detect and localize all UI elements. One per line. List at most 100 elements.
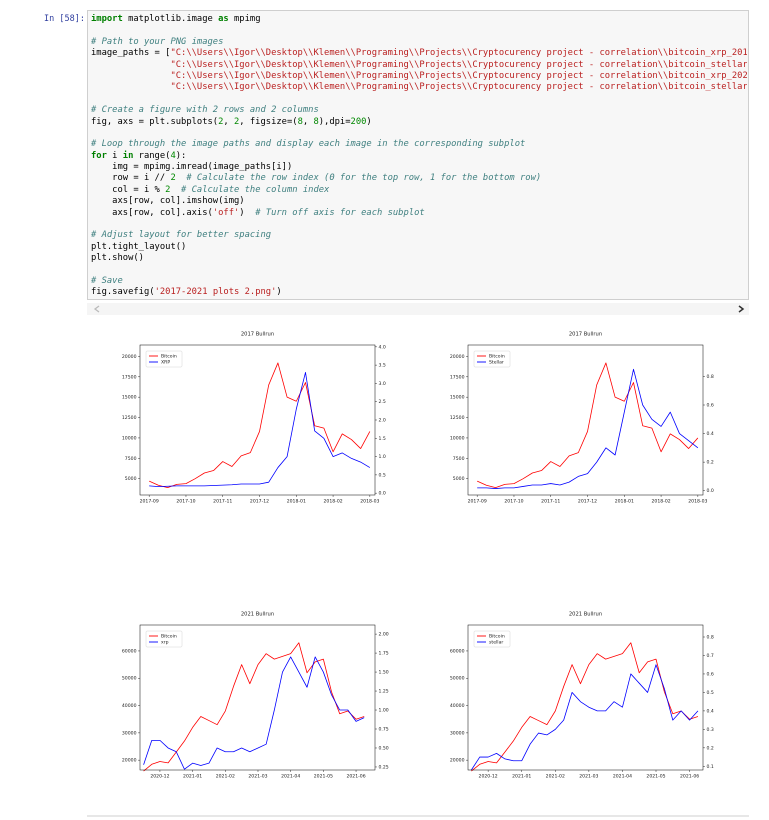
code-line: # Path to your PNG images [91, 37, 747, 48]
x-tick-label: 2018-02 [323, 499, 342, 505]
code-token: 8 [313, 116, 319, 127]
code-token: # Path to your PNG images [91, 36, 224, 47]
code-token: # Calculate the column index [181, 184, 330, 195]
code-line: # Adjust layout for better spacing [91, 230, 747, 241]
legend-label: Bitcoin [161, 354, 177, 360]
y2-tick-label: 0.4 [707, 431, 714, 437]
series-line [143, 656, 365, 770]
code-token: "C:\\Users\\Igor\\Desktop\\Klemen\\Progr… [170, 70, 747, 81]
legend-label: Bitcoin [489, 354, 505, 360]
plot-frame [139, 344, 376, 496]
y2-tick-label: 0.4 [707, 708, 714, 714]
code-line: row = i // 2 # Calculate the row index (… [91, 173, 542, 184]
series-line [143, 642, 365, 772]
y2-tick-label: 0.5 [379, 472, 386, 478]
code-token: 4 [170, 150, 176, 161]
x-tick-label: 2021-04 [613, 774, 632, 780]
y2-tick-label: 2.0 [379, 418, 386, 424]
plot-frame [139, 624, 376, 771]
legend-label: Bitcoin [161, 634, 177, 640]
code-line: plt.show() [91, 253, 144, 264]
y-tick-label: 20000 [450, 354, 465, 360]
chart: 2021 Bullrun 2020-12 2021-01 2021-02 2021-03… [122, 612, 389, 780]
y-tick-label: 50000 [122, 676, 137, 682]
y-tick-label: 15000 [450, 395, 465, 401]
code-line: axs[row, col].axis('off') # Turn off axi… [91, 207, 425, 218]
chart-title: 2017 Bullrun [241, 332, 274, 338]
code-line: # Loop through the image paths and displ… [91, 139, 747, 150]
legend-box [473, 630, 511, 648]
code-token: 2 [165, 184, 171, 195]
y-tick-label: 20000 [122, 758, 137, 764]
x-tick-label: 2017-10 [176, 499, 195, 505]
code-token: as [218, 14, 229, 24]
legend-box [473, 350, 511, 368]
y2-tick-label: 0.8 [707, 635, 714, 641]
code-line: # Save [91, 276, 747, 287]
code-token: in [122, 150, 134, 161]
code-line: axs[row, col].imshow(img) [91, 196, 245, 207]
y-tick-label: 17500 [122, 374, 137, 380]
code-line: "C:\\Users\\Igor\\Desktop\\Klemen\\Progr… [91, 60, 747, 71]
x-tick-label: 2017-09 [140, 499, 159, 505]
x-tick-label: 2020-12 [150, 774, 169, 780]
y-tick-label: 5000 [453, 476, 465, 482]
y2-tick-label: 0.2 [707, 460, 714, 466]
code-line: "C:\\Users\\Igor\\Desktop\\Klemen\\Progr… [91, 82, 747, 93]
scroll-right-arrow[interactable] [738, 305, 745, 313]
scroll-left-arrow[interactable] [93, 305, 100, 313]
y2-tick-label: 0.6 [707, 671, 714, 677]
x-tick-label: 2017-12 [250, 499, 269, 505]
code-token: for [91, 150, 107, 161]
series-line [149, 372, 371, 487]
code-line: "C:\\Users\\Igor\\Desktop\\Klemen\\Progr… [91, 71, 747, 82]
y-tick-label: 12500 [122, 415, 137, 421]
code-token: "C:\\Users\\Igor\\Desktop\\Klemen\\Progr… [170, 82, 747, 93]
code-token: 200 [350, 116, 367, 127]
y2-tick-label: 3.0 [379, 381, 386, 387]
code-token: 2 [218, 116, 224, 127]
y-tick-label: 10000 [122, 435, 137, 441]
x-tick-label: 2017-12 [578, 499, 597, 505]
chart-title: 2021 Bullrun [241, 612, 274, 618]
x-tick-label: 2020-12 [479, 774, 498, 780]
code-line: plt.tight_layout() [91, 241, 187, 252]
y2-tick-label: 1.50 [379, 670, 389, 676]
y-tick-label: 40000 [450, 703, 465, 709]
series-line [477, 368, 699, 489]
code-editor[interactable]: import matplotlib.image as mpimg # Path t… [91, 14, 747, 310]
y-tick-label: 40000 [122, 703, 137, 709]
code-block: # Loop through the image paths and displ… [91, 139, 747, 219]
y2-tick-label: 0.0 [707, 488, 714, 494]
code-token: "C:\\Users\\Igor\\Desktop\\Klemen\\Progr… [170, 59, 747, 70]
x-tick-label: 2021-02 [216, 774, 235, 780]
y2-tick-label: 0.7 [707, 653, 714, 659]
code-line: col = i % 2 # Calculate the column index [91, 184, 330, 195]
x-tick-label: 2018-03 [688, 499, 707, 505]
code-token: # Turn off axis for each subplot [255, 207, 425, 218]
y2-tick-label: 2.5 [379, 399, 386, 405]
y2-tick-label: 0.2 [707, 745, 714, 751]
x-tick-label: 2021-03 [579, 774, 598, 780]
plot-frame [467, 624, 704, 771]
x-tick-label: 2021-02 [546, 774, 565, 780]
y-tick-label: 7500 [125, 456, 137, 462]
y-tick-label: 20000 [122, 354, 137, 360]
x-tick-label: 2017-11 [213, 499, 232, 505]
chart-title: 2017 Bullrun [569, 332, 602, 338]
x-tick-label: 2018-02 [651, 499, 670, 505]
y-tick-label: 50000 [450, 676, 465, 682]
cell-prompt: In [58]: [44, 14, 85, 24]
code-line: fig, axs = plt.subplots(2, 2, figsize=(8… [91, 116, 372, 127]
code-cell[interactable] [87, 10, 749, 300]
code-token: # Loop through the image paths and displ… [91, 139, 526, 150]
y2-tick-label: 0.8 [707, 374, 714, 380]
plot-frame [467, 344, 704, 496]
y2-tick-label: 4.0 [379, 344, 386, 350]
horizontal-scrollbar[interactable] [87, 303, 749, 315]
code-block: # Save fig.savefig('2017-2021 plots 2.png… [91, 276, 747, 299]
